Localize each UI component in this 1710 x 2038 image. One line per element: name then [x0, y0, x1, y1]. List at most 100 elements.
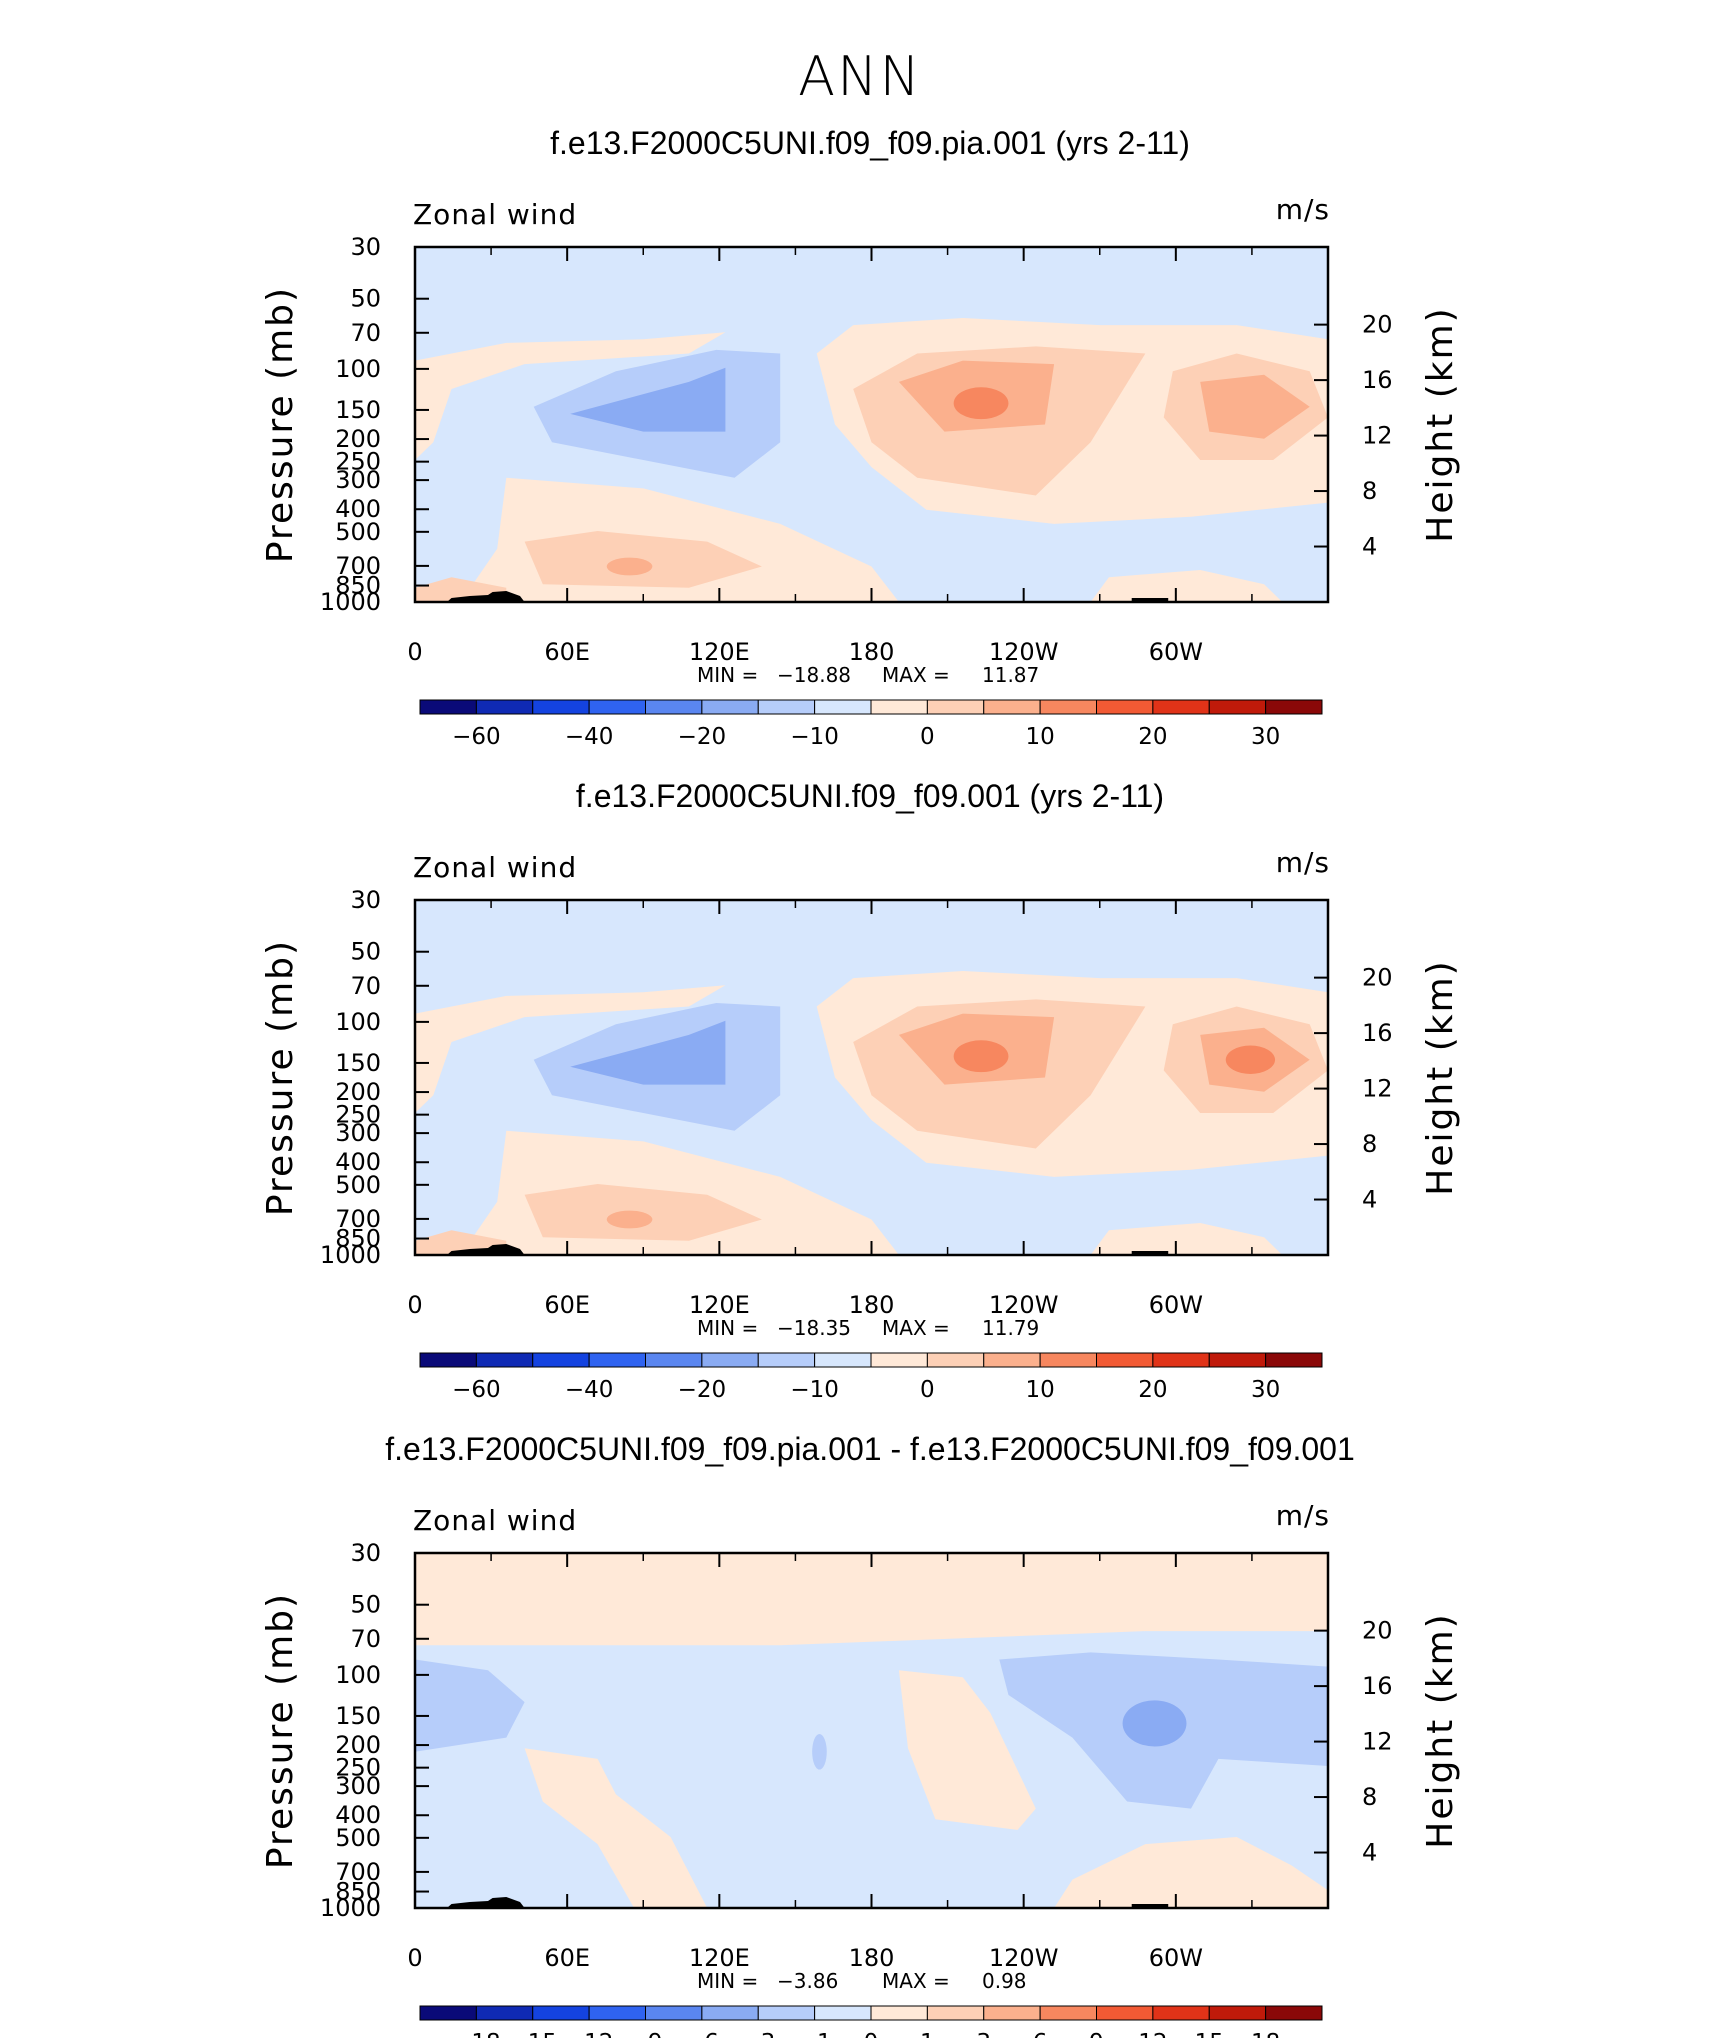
colorbar-label: −60: [452, 1377, 501, 1403]
colorbar-box: [645, 699, 703, 715]
y-tick-label: 30: [350, 233, 381, 261]
y-tick-label: 70: [350, 319, 381, 347]
y2-tick-label: 8: [1362, 1783, 1377, 1811]
y-tick-label: 200: [335, 1731, 381, 1759]
units-label: m/s: [1276, 846, 1330, 879]
topography-asia: [446, 1897, 525, 1908]
variable-label: Zonal wind: [413, 1504, 577, 1537]
x-tick-label: 180: [849, 1291, 895, 1319]
y-tick-label: 150: [335, 1049, 381, 1077]
colorbar-box: [1265, 1352, 1323, 1368]
colorbar-box: [870, 1352, 928, 1368]
panel-subtitle: f.e13.F2000C5UNI.f09_f09.pia.001 - f.e13…: [385, 1431, 1355, 1467]
positive-jet-2-core: [1225, 1045, 1276, 1074]
y2-axis-title: Height (km): [1420, 959, 1461, 1195]
topography-americas: [1131, 1251, 1169, 1255]
y-tick-label: 70: [350, 972, 381, 1000]
colorbar-box: [1039, 699, 1097, 715]
panel-subtitle: f.e13.F2000C5UNI.f09_f09.pia.001 (yrs 2-…: [550, 125, 1190, 161]
topography-asia: [446, 591, 525, 602]
contour-field: [415, 900, 1328, 1255]
colorbar-box: [1208, 699, 1267, 715]
y2-tick-label: 12: [1362, 1075, 1393, 1103]
x-tick-label: 0: [407, 1291, 422, 1319]
y2-tick-label: 16: [1362, 1672, 1393, 1700]
y-tick-label: 400: [335, 1148, 381, 1176]
y-tick-label: 200: [335, 1078, 381, 1106]
y-tick-label: 700: [335, 1858, 381, 1886]
y-tick-label: 100: [335, 355, 381, 383]
max-label: MAX =: [882, 1969, 950, 1993]
colorbar-label: −18: [452, 2030, 501, 2038]
topography-americas: [1131, 1904, 1169, 1908]
y2-tick-label: 4: [1362, 1186, 1377, 1214]
colorbar-box: [983, 699, 1041, 715]
x-tick-label: 180: [849, 1944, 895, 1972]
colorbar-label: 30: [1251, 1377, 1280, 1403]
colorbar-box: [1152, 699, 1210, 715]
topography-americas: [1131, 598, 1169, 602]
colorbar-label: −15: [508, 2030, 557, 2038]
y2-tick-label: 16: [1362, 1019, 1393, 1047]
colorbar-box: [475, 1352, 534, 1368]
colorbar-label: −60: [452, 724, 501, 750]
positive-band-left: [415, 985, 726, 1113]
positive-band-left: [415, 332, 726, 460]
colorbar-label: −20: [678, 724, 727, 750]
y-tick-label: 300: [335, 1772, 381, 1800]
colorbar-label: 30: [1251, 724, 1280, 750]
colorbar-label: 18: [1251, 2030, 1280, 2038]
colorbar-label: 6: [1033, 2030, 1048, 2038]
colorbar-box: [983, 2005, 1041, 2021]
colorbar-box: [1265, 699, 1323, 715]
y2-tick-label: 12: [1362, 1728, 1393, 1756]
low-level-maximum: [606, 1210, 653, 1229]
y-tick-label: 50: [350, 1591, 381, 1619]
colorbar-box: [588, 1352, 646, 1368]
units-label: m/s: [1276, 1499, 1330, 1532]
colorbar-label: −6: [685, 2030, 719, 2038]
colorbar-box: [814, 2005, 872, 2021]
colorbar-label: −10: [790, 724, 839, 750]
y-tick-label: 150: [335, 396, 381, 424]
surface-positive-right: [1090, 570, 1283, 602]
colorbar-box: [645, 2005, 703, 2021]
y-tick-label: 500: [335, 1171, 381, 1199]
colorbar-box: [757, 699, 816, 715]
colorbar-box: [419, 2005, 477, 2021]
colorbar-label: −1: [798, 2030, 832, 2038]
colorbar-box: [701, 2005, 759, 2021]
y2-tick-label: 4: [1362, 1839, 1377, 1867]
y-tick-label: 250: [335, 448, 381, 476]
colorbar-box: [983, 1352, 1041, 1368]
colorbar-box: [757, 1352, 816, 1368]
y-tick-label: 300: [335, 1119, 381, 1147]
y-tick-label: 700: [335, 1205, 381, 1233]
upper-positive: [415, 1553, 1328, 1646]
y-tick-label: 100: [335, 1661, 381, 1689]
colorbar-box: [419, 1352, 477, 1368]
y2-tick-label: 4: [1362, 533, 1377, 561]
colorbar-box: [701, 1352, 759, 1368]
colorbar-label: −9: [629, 2030, 663, 2038]
contour-field: [415, 247, 1328, 602]
colorbar-label: 10: [1025, 724, 1054, 750]
x-tick-label: 120E: [689, 638, 750, 666]
colorbar-box: [588, 699, 646, 715]
colorbar-box: [645, 1352, 703, 1368]
min-value: −18.35: [777, 1316, 851, 1340]
colorbar-label: −3: [741, 2030, 775, 2038]
y-tick-label: 1000: [320, 588, 381, 616]
y-tick-label: 70: [350, 1625, 381, 1653]
y-tick-label: 30: [350, 1539, 381, 1567]
colorbar-box: [532, 699, 590, 715]
x-tick-label: 180: [849, 638, 895, 666]
colorbar-box: [1152, 1352, 1210, 1368]
y-tick-label: 50: [350, 938, 381, 966]
x-tick-label: 120W: [989, 1944, 1059, 1972]
colorbar-box: [1265, 2005, 1323, 2021]
y-tick-label: 30: [350, 886, 381, 914]
x-tick-label: 60E: [544, 1291, 590, 1319]
panels: f.e13.F2000C5UNI.f09_f09.pia.001 (yrs 2-…: [260, 125, 1461, 2038]
